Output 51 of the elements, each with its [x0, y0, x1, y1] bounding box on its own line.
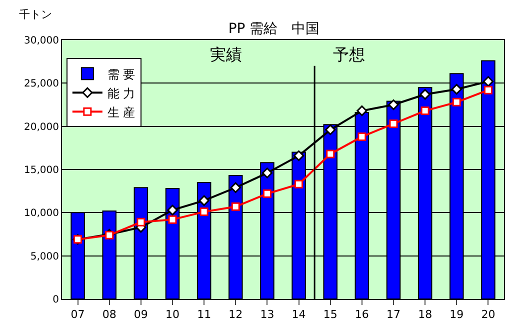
legend-label: 能 力 — [107, 86, 136, 100]
y-tick-label: 10,000 — [24, 208, 59, 220]
point — [326, 150, 335, 158]
legend-label: 生 産 — [107, 105, 136, 120]
y-tick-label: 20,000 — [24, 122, 59, 133]
point — [389, 119, 398, 128]
x-tick-label: 19 — [450, 308, 464, 322]
point — [136, 218, 146, 226]
chart-title: PP 需給 中国 — [228, 21, 320, 38]
x-tick-label: 11 — [197, 308, 212, 322]
point — [420, 89, 430, 100]
point — [262, 168, 273, 178]
x-tick-label: 07 — [70, 308, 85, 322]
point — [293, 150, 304, 161]
point — [482, 76, 494, 87]
y-tick-label: 30,000 — [24, 36, 59, 46]
annotation: 実績 — [210, 45, 242, 64]
point — [358, 132, 366, 141]
point — [451, 84, 462, 95]
point — [231, 202, 240, 211]
y-tick-label: 25,000 — [24, 78, 59, 90]
point — [452, 98, 461, 106]
point — [356, 105, 368, 116]
y-axis-title: 千トン — [19, 8, 52, 21]
point — [167, 204, 178, 216]
x-tick-label: 10 — [166, 308, 180, 322]
point — [198, 195, 210, 206]
x-tick-label: 20 — [481, 308, 496, 322]
point — [420, 106, 430, 116]
x-tick-label: 12 — [228, 308, 243, 322]
point — [388, 99, 399, 110]
point — [262, 189, 272, 198]
x-tick-label: 18 — [418, 308, 432, 322]
point — [230, 182, 241, 193]
x-tick-label: 17 — [386, 308, 400, 322]
x-tick-label: 14 — [292, 308, 306, 322]
point — [484, 86, 492, 94]
point — [294, 180, 304, 188]
point — [168, 215, 177, 224]
annotation: 予想 — [333, 45, 365, 64]
y-tick-label: 0 — [52, 294, 59, 306]
y-tick-label: 5,000 — [30, 251, 59, 262]
legend-label: 需 要 — [107, 67, 136, 82]
point — [200, 208, 208, 216]
y-tick-label: 15,000 — [24, 165, 59, 176]
x-tick-label: 09 — [134, 308, 148, 322]
x-tick-label: 08 — [102, 308, 116, 322]
x-tick-label: 15 — [323, 308, 338, 322]
x-tick-label: 13 — [260, 308, 274, 322]
x-tick-label: 16 — [354, 308, 369, 322]
point — [325, 124, 336, 136]
